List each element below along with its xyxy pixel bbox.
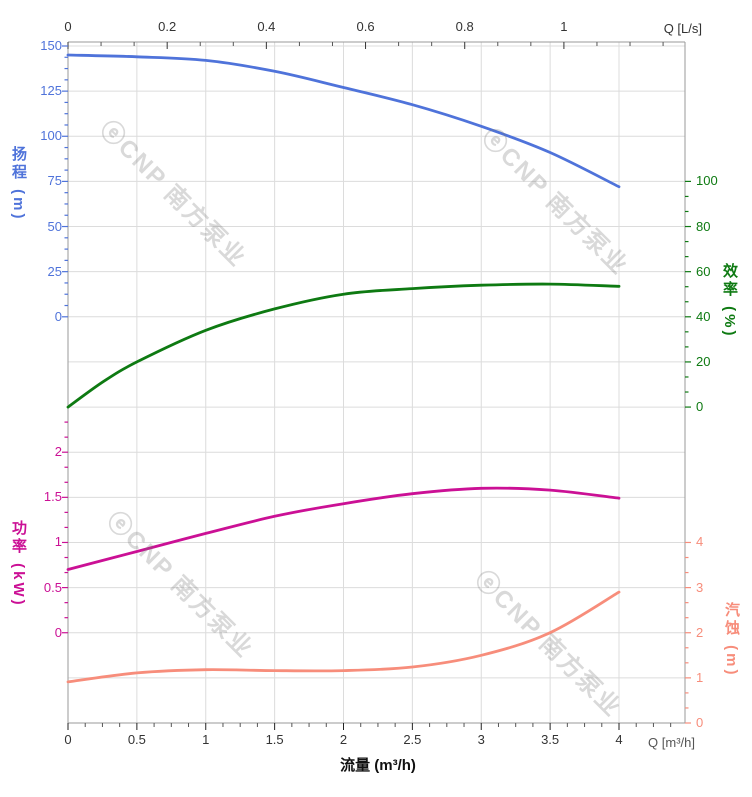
npsh-tick-label: 1	[696, 669, 704, 685]
power-curve	[66, 486, 621, 571]
power-tick-label: 0.5	[43, 579, 62, 595]
power-tick-label: 1	[54, 534, 62, 550]
bottom-tick-label: 1.5	[265, 732, 284, 747]
top-tick-label: 0	[64, 19, 72, 34]
top-tick-label: 0.8	[455, 19, 474, 34]
bottom-tick-label: 1	[202, 732, 210, 747]
efficiency-tick-label: 60	[696, 263, 711, 279]
power-tick-label: 2	[54, 444, 62, 460]
head-axis-title: 扬程 (m)	[10, 146, 27, 222]
bottom-tick-label: 2	[339, 732, 348, 747]
top-tick-label: 1	[560, 19, 568, 34]
efficiency-tick-label: 100	[696, 173, 718, 189]
efficiency-tick-label: 80	[696, 218, 711, 234]
power-tick-label: 1.5	[43, 489, 62, 505]
npsh-axis-title: 汽蚀 (m)	[723, 602, 740, 678]
head-tick-label: 100	[40, 128, 62, 144]
bottom-tick-label: 3	[477, 732, 485, 747]
bottom-axis-unit-label: Q [m³/h]	[648, 735, 695, 750]
head-tick-label: 75	[47, 173, 62, 189]
head-tick-label: 50	[47, 218, 62, 234]
npsh-tick-label: 0	[696, 715, 704, 730]
head-tick-label: 150	[40, 38, 62, 53]
bottom-tick-label: 0.5	[127, 732, 146, 747]
head-tick-label: 25	[47, 263, 62, 279]
npsh-tick-label: 2	[696, 624, 704, 640]
efficiency-tick-label: 20	[696, 353, 711, 369]
top-tick-label: 0.6	[356, 19, 375, 34]
bottom-tick-label: 4	[615, 732, 623, 747]
top-tick-label: 0.2	[158, 19, 177, 34]
top-tick-label: 0.4	[257, 19, 276, 34]
efficiency-tick-label: 40	[696, 308, 711, 324]
power-axis-title: 功率 (kW)	[10, 520, 27, 608]
head-curve	[66, 53, 621, 189]
bottom-tick-label: 2.5	[403, 732, 422, 747]
bottom-tick-label: 0	[64, 732, 72, 747]
power-tick-label: 0	[54, 624, 62, 640]
npsh-tick-label: 3	[696, 579, 704, 595]
efficiency-axis-title: 效率 (%)	[721, 263, 738, 339]
efficiency-curve	[66, 282, 621, 409]
top-axis-unit-label: Q [L/s]	[663, 21, 702, 36]
flow-axis-title: 流量 (m³/h)	[340, 757, 416, 774]
head-tick-label: 125	[40, 83, 62, 99]
npsh-curve	[66, 590, 621, 684]
npsh-tick-label: 4	[696, 534, 704, 550]
bottom-tick-label: 3.5	[541, 732, 560, 747]
efficiency-tick-label: 0	[696, 399, 704, 415]
head-tick-label: 0	[54, 308, 62, 324]
